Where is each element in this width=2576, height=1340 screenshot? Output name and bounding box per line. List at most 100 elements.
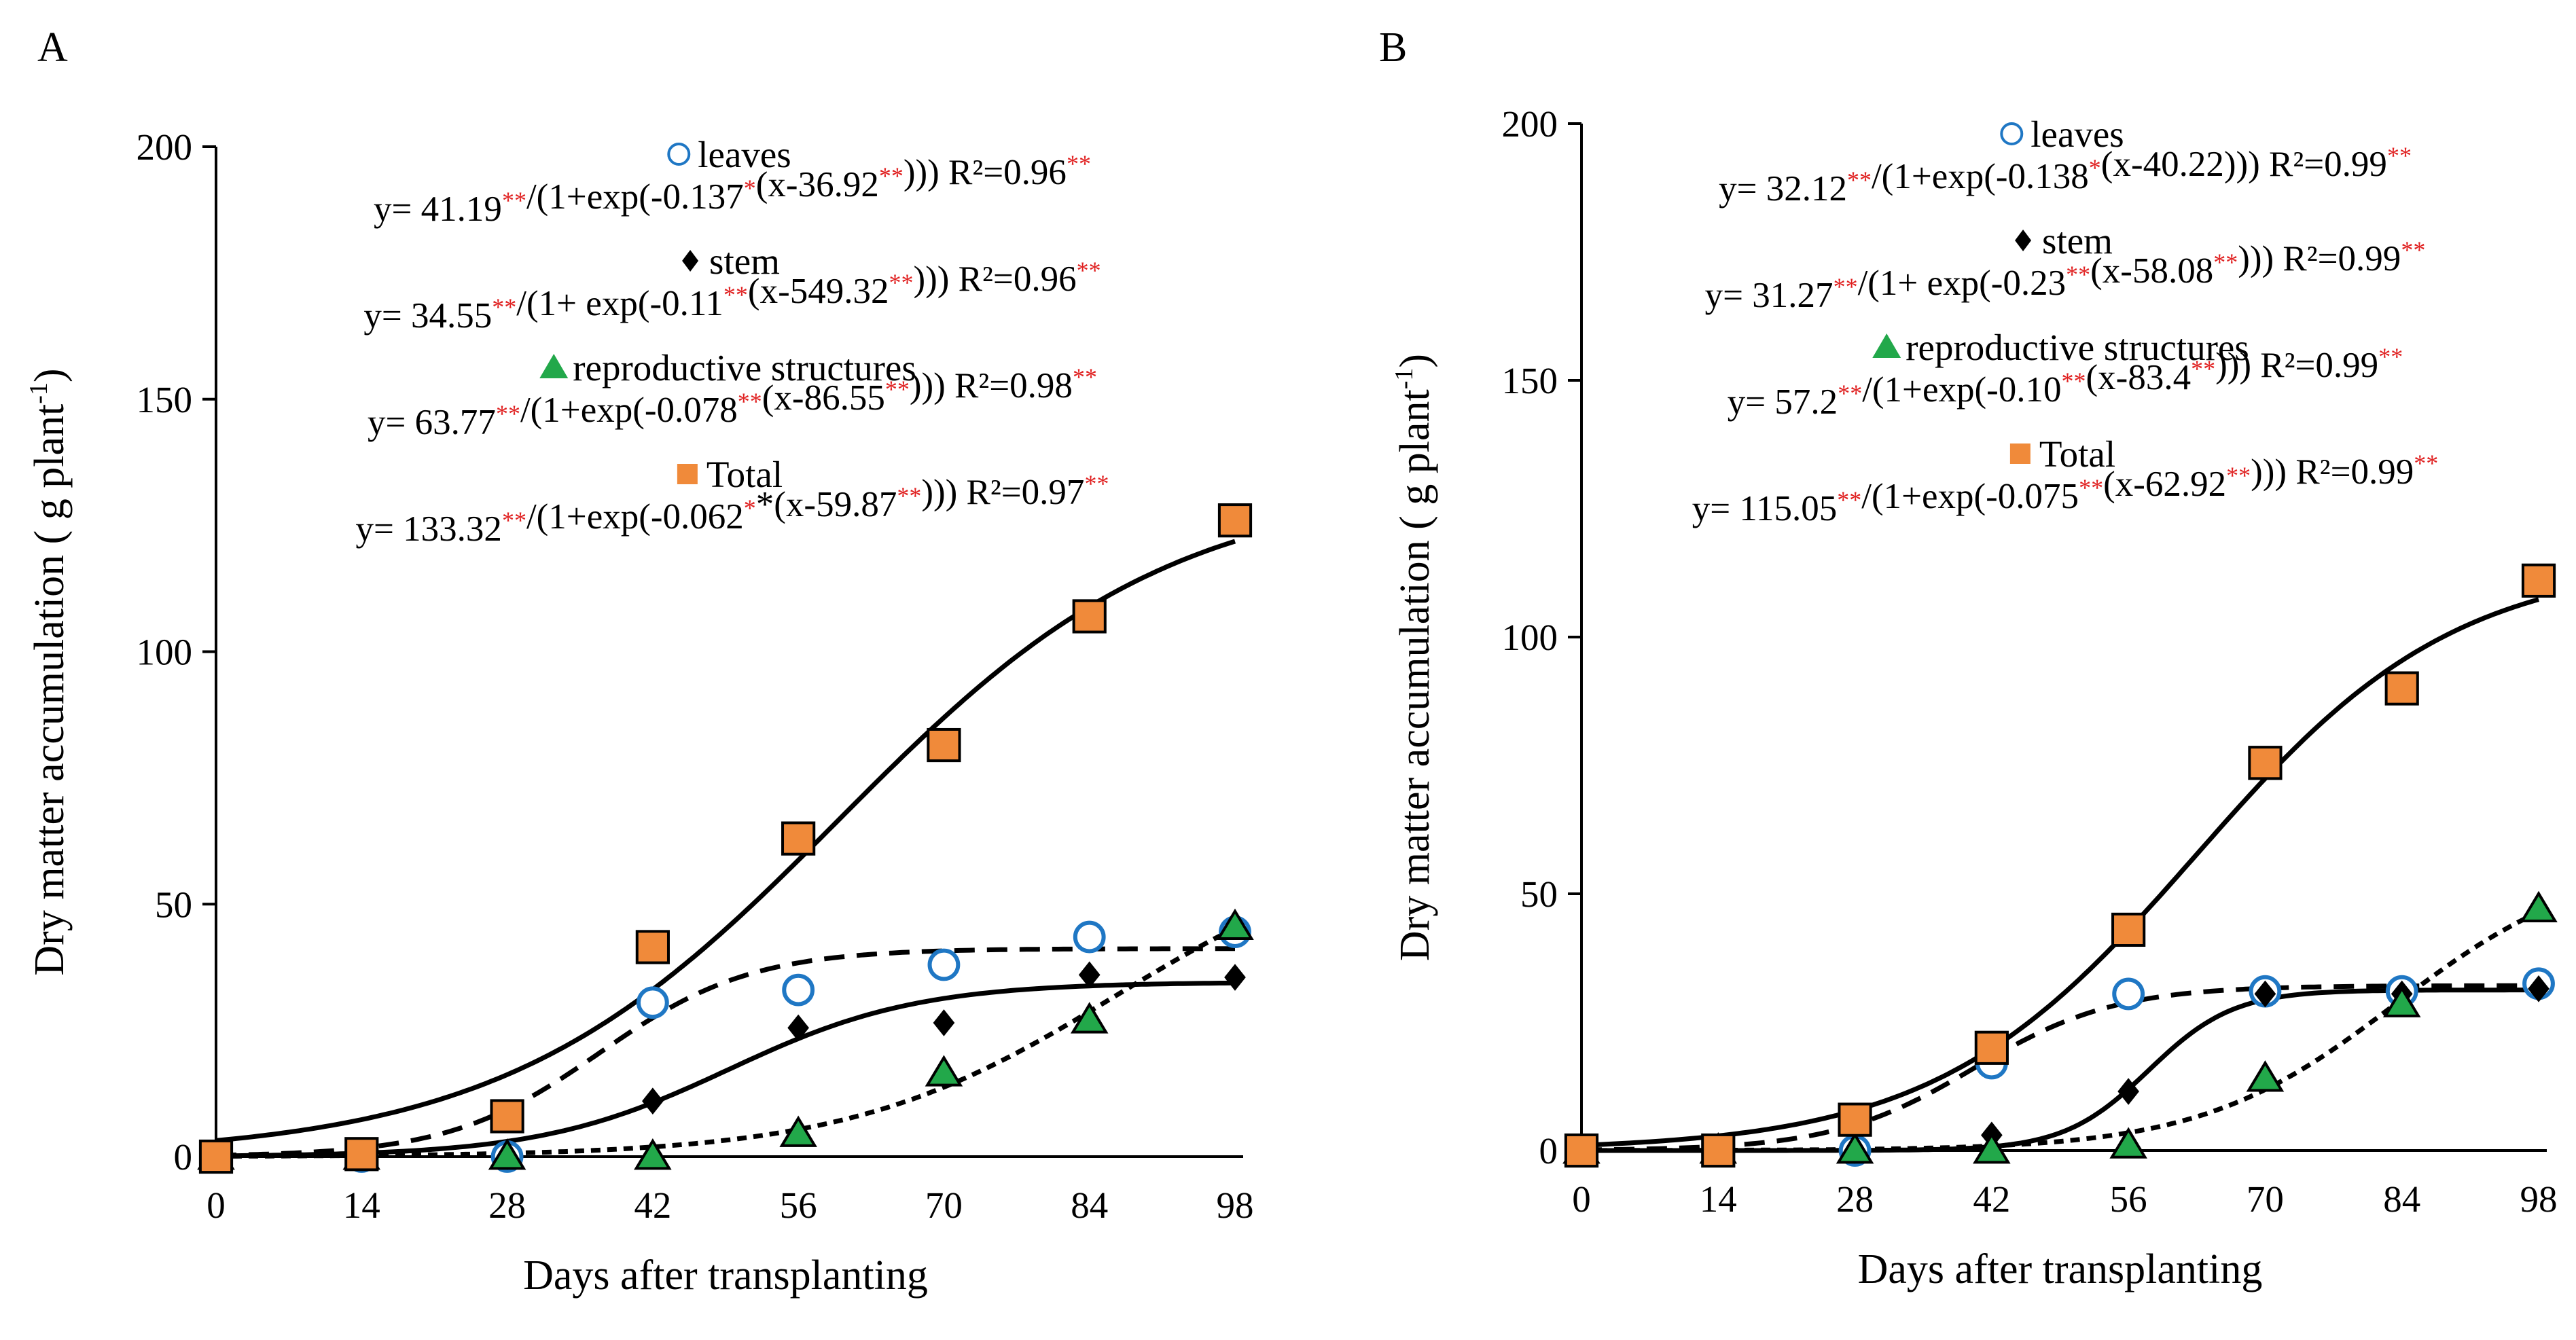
equation-segment: ))) R²=0.98 [910, 366, 1073, 405]
x-tick-label: 84 [1071, 1184, 1108, 1226]
data-point-square [781, 821, 816, 856]
fit-curve-diamond [215, 980, 1236, 1159]
data-point-square [1217, 503, 1253, 538]
data-point-square [2111, 912, 2146, 947]
legend-label-square: Total [706, 454, 783, 495]
data-point-triangle [488, 1138, 526, 1170]
data-point-triangle [1836, 1132, 1874, 1164]
x-tick-label: 98 [1217, 1184, 1254, 1226]
fit-equation: y= 41.19**/(1+exp(-0.137*(x-36.92**))) R… [374, 150, 1091, 229]
data-point-square [1701, 1133, 1736, 1168]
y-tick-label: 200 [1502, 103, 1558, 145]
significance-marker: ** [897, 482, 921, 509]
equation-segment: ))) R²=0.96 [904, 153, 1067, 192]
panel-label: A [37, 24, 68, 71]
significance-marker: ** [2191, 355, 2215, 382]
significance-marker: ** [2401, 236, 2425, 264]
significance-marker: ** [2387, 142, 2412, 169]
fit-curve-square [215, 539, 1236, 1143]
legend-label-open-circle: leaves [698, 134, 791, 175]
significance-marker: ** [889, 269, 913, 296]
x-tick-label: 56 [780, 1184, 817, 1226]
significance-marker: ** [1077, 257, 1101, 284]
data-point-triangle [925, 1055, 963, 1087]
legend-marker-icon [539, 354, 569, 378]
x-tick-label: 98 [2520, 1178, 2558, 1220]
equation-segment: ))) R²=0.97 [921, 473, 1084, 512]
data-point-diamond [933, 1009, 955, 1036]
equation-segment: /(1+ exp(-0.23 [1858, 264, 2067, 303]
x-tick-label: 14 [343, 1184, 380, 1226]
significance-marker: * [2089, 154, 2101, 181]
significance-marker: ** [496, 400, 520, 427]
equation-segment: ))) R²=0.96 [913, 259, 1076, 299]
data-point-diamond [1078, 961, 1101, 989]
significance-marker: ** [1847, 166, 1872, 194]
significance-marker: ** [2378, 343, 2403, 370]
x-axis-title: Days after transplanting [1858, 1246, 2263, 1292]
significance-marker: ** [1084, 470, 1109, 497]
fit-curve-triangle [1581, 909, 2540, 1153]
significance-marker: ** [1073, 363, 1097, 391]
data-point-square [490, 1099, 524, 1134]
legend-label-diamond: stem [709, 240, 780, 282]
fit-equation: y= 34.55**/(1+ exp(-0.11**(x-549.32**)))… [363, 257, 1101, 336]
equation-segment: (x-62.92 [2103, 465, 2226, 504]
fit-curve-open-circle [1581, 983, 2539, 1153]
significance-marker: * [744, 494, 756, 522]
y-axis-title: Dry matter accumulation ( g plant-1) [24, 368, 73, 975]
panel-label: B [1379, 24, 1407, 71]
legend-marker-icon [682, 250, 699, 272]
legend-label-open-circle: leaves [2031, 113, 2124, 155]
data-point-square [927, 727, 961, 763]
legend-label-diamond: stem [2042, 220, 2113, 261]
y-axis-title-text: Dry matter accumulation ( g plant [26, 404, 73, 976]
equation-segment: y= 57.2 [1728, 382, 1838, 422]
equation-segment: /(1+ exp(-0.11 [516, 284, 723, 323]
significance-marker: ** [885, 376, 910, 403]
equation-segment: /(1+exp(-0.138 [1872, 157, 2089, 196]
equation-segment: /(1+exp(-0.075 [1861, 477, 2079, 516]
legend-label-triangle: reproductive structures [1906, 327, 2249, 368]
y-axis-title: Dry matter accumulation ( g plant-1) [1390, 354, 1438, 961]
equation-segment: ))) R²=0.99 [2215, 346, 2378, 385]
x-tick-label: 0 [1572, 1178, 1591, 1220]
equation-segment: (x-36.92 [756, 165, 879, 204]
equation-segment: /(1+exp(-0.062 [526, 497, 744, 537]
equation-segment: y= 115.05 [1692, 489, 1837, 528]
data-point-diamond [642, 1087, 664, 1115]
data-point-open-circle [2112, 977, 2145, 1011]
x-tick-label: 42 [634, 1184, 671, 1226]
data-point-diamond [2528, 975, 2550, 1002]
equation-segment: ))) R²=0.99 [2251, 452, 2414, 492]
data-point-triangle [2246, 1060, 2285, 1092]
legend-marker-icon [1872, 333, 1901, 358]
x-tick-label: 70 [2247, 1178, 2284, 1220]
significance-marker: ** [492, 293, 516, 321]
y-axis-title-close: ) [1392, 354, 1438, 368]
x-tick-label: 42 [1973, 1178, 2010, 1220]
data-point-triangle [1216, 908, 1254, 941]
y-tick-label: 150 [1502, 360, 1558, 401]
data-point-diamond [2254, 980, 2276, 1008]
x-tick-label: 70 [925, 1184, 963, 1226]
data-point-open-circle [636, 986, 669, 1019]
data-point-triangle [2382, 985, 2421, 1017]
fit-curve-square [1581, 597, 2539, 1148]
significance-marker: ** [502, 187, 526, 214]
significance-marker: ** [723, 281, 748, 308]
legend-marker-icon [677, 464, 698, 484]
equation-segment: y= 34.55 [363, 296, 492, 336]
significance-marker: ** [2226, 462, 2251, 489]
fit-equation: y= 31.27**/(1+ exp(-0.23**(x-58.08**))) … [1705, 236, 2426, 315]
data-point-triangle [1973, 1132, 2011, 1164]
data-point-square [2248, 746, 2283, 780]
fit-equation: y= 63.77**/(1+exp(-0.078**(x-86.55**))) … [368, 363, 1097, 442]
y-tick-label: 200 [137, 126, 193, 168]
data-point-diamond [1224, 964, 1246, 991]
fit-equation: y= 115.05**/(1+exp(-0.075**(x-62.92**)))… [1692, 450, 2438, 528]
significance-marker: * [744, 175, 756, 202]
equation-segment: /(1+exp(-0.078 [520, 391, 738, 430]
equation-segment: /(1+exp(-0.10 [1862, 370, 2061, 410]
equation-segment: /(1+exp(-0.137 [526, 177, 744, 217]
